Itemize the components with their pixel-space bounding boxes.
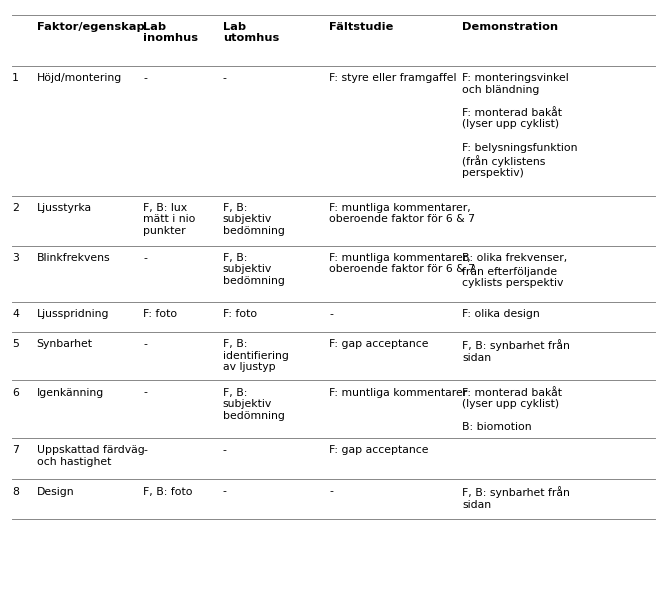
Text: Igenkänning: Igenkänning [37, 388, 104, 398]
Text: F: foto: F: foto [223, 309, 257, 319]
Text: 8: 8 [12, 487, 19, 497]
Text: F: styre eller framgaffel: F: styre eller framgaffel [329, 73, 457, 83]
Text: Uppskattad färdväg
och hastighet: Uppskattad färdväg och hastighet [37, 445, 144, 467]
Text: F: monterad bakåt
(lyser upp cyklist)

B: biomotion: F: monterad bakåt (lyser upp cyklist) B:… [462, 388, 562, 432]
Text: Ljusstyrka: Ljusstyrka [37, 203, 92, 213]
Text: -: - [223, 73, 227, 83]
Text: Höjd/montering: Höjd/montering [37, 73, 122, 83]
Text: F: muntliga kommentarer,
oberoende faktor för 6 & 7: F: muntliga kommentarer, oberoende fakto… [329, 203, 475, 224]
Text: Design: Design [37, 487, 74, 497]
Text: F, B:
subjektiv
bedömning: F, B: subjektiv bedömning [223, 388, 285, 421]
Text: Demonstration: Demonstration [462, 22, 559, 32]
Text: 2: 2 [12, 203, 19, 213]
Text: -: - [143, 445, 147, 455]
Text: Ljusspridning: Ljusspridning [37, 309, 109, 319]
Text: 5: 5 [12, 339, 19, 349]
Text: -: - [143, 388, 147, 398]
Text: F: olika design: F: olika design [462, 309, 540, 319]
Text: -: - [223, 487, 227, 497]
Text: F, B: lux
mätt i nio
punkter: F, B: lux mätt i nio punkter [143, 203, 196, 236]
Text: Fältstudie: Fältstudie [329, 22, 394, 32]
Text: F, B: synbarhet från
sidan: F, B: synbarhet från sidan [462, 487, 570, 510]
Text: Blinkfrekvens: Blinkfrekvens [37, 253, 110, 263]
Text: F: foto: F: foto [143, 309, 177, 319]
Text: 7: 7 [12, 445, 19, 455]
Text: F: monteringsvinkel
och bländning

F: monterad bakåt
(lyser upp cyklist)

F: bel: F: monteringsvinkel och bländning F: mon… [462, 73, 578, 178]
Text: -: - [143, 253, 147, 263]
Text: B: olika frekvenser,
från efterföljande
cyklists perspektiv: B: olika frekvenser, från efterföljande … [462, 253, 567, 288]
Text: F: gap acceptance: F: gap acceptance [329, 339, 429, 349]
Text: Faktor/egenskap: Faktor/egenskap [37, 22, 144, 32]
Text: -: - [223, 445, 227, 455]
Text: -: - [143, 339, 147, 349]
Text: Synbarhet: Synbarhet [37, 339, 92, 349]
Text: F: muntliga kommentarer,
oberoende faktor för 6 & 7: F: muntliga kommentarer, oberoende fakto… [329, 253, 475, 274]
Text: F, B:
subjektiv
bedömning: F, B: subjektiv bedömning [223, 253, 285, 286]
Text: F: muntliga kommentarer: F: muntliga kommentarer [329, 388, 467, 398]
Text: F, B: synbarhet från
sidan: F, B: synbarhet från sidan [462, 339, 570, 363]
Text: -: - [329, 309, 333, 319]
Text: 1: 1 [12, 73, 19, 83]
Text: F: gap acceptance: F: gap acceptance [329, 445, 429, 455]
Text: 4: 4 [12, 309, 19, 319]
Text: Lab
inomhus: Lab inomhus [143, 22, 198, 44]
Text: -: - [329, 487, 333, 497]
Text: 3: 3 [12, 253, 19, 263]
Text: 6: 6 [12, 388, 19, 398]
Text: Lab
utomhus: Lab utomhus [223, 22, 279, 44]
Text: F, B: foto: F, B: foto [143, 487, 192, 497]
Text: F, B:
identifiering
av ljustyp: F, B: identifiering av ljustyp [223, 339, 289, 372]
Text: F, B:
subjektiv
bedömning: F, B: subjektiv bedömning [223, 203, 285, 236]
Text: -: - [143, 73, 147, 83]
